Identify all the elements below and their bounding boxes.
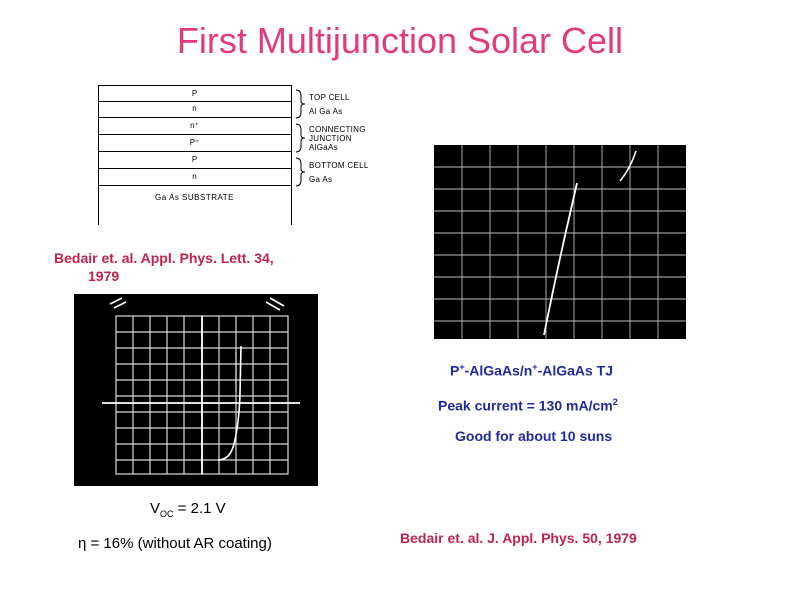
layer-n-bottom: n [98, 169, 291, 186]
open-circuit-voltage: VOC = 2.1 V [150, 500, 226, 519]
peak-current-label: Peak current = 130 mA/cm [438, 397, 613, 414]
peak-current-exponent: 2 [612, 397, 618, 407]
junction-material: AlGaAs [309, 143, 338, 152]
good-for-suns-text: Good for about 10 suns [455, 428, 613, 444]
top-cell-label: TOP CELL [309, 93, 350, 102]
tj-suffix: -AlGaAs TJ [537, 362, 614, 379]
bottom-cell-material: Ga As [309, 175, 333, 184]
slide-title: First Multijunction Solar Cell [176, 20, 624, 61]
voc-subscript: OC [160, 509, 174, 519]
brace-icon [295, 157, 306, 187]
tunnel-junction-label: P+-AlGaAs/n+-AlGaAs TJ [450, 362, 613, 379]
bottom-cell-label: BOTTOM CELL [309, 161, 369, 170]
left-edge-line [98, 85, 99, 225]
layer-p-bottom: P [98, 152, 291, 169]
layer-n-top: n [98, 101, 291, 118]
reference-1-line-1: Bedair et. al. Appl. Phys. Lett. 34, [54, 250, 274, 266]
oscilloscope-tunnel-junction-photo [434, 145, 686, 339]
tj-plus-1: + [459, 362, 465, 372]
reference-2: Bedair et. al. J. Appl. Phys. 50, 1979 [400, 530, 637, 546]
right-edge-line [291, 85, 292, 225]
layer-p-plus: P⁺ [98, 135, 291, 152]
tj-middle: -AlGaAs/n [464, 362, 533, 379]
brace-icon [295, 89, 306, 119]
junction-label-line2: JUNCTION [309, 134, 352, 143]
oscilloscope-trace-2 [434, 145, 686, 339]
voc-value: = 2.1 V [173, 500, 226, 517]
layer-structure-diagram: P n n⁺ P⁺ P n Ga As SUBSTRATE TOP CELL A… [95, 85, 395, 225]
substrate-label: Ga As SUBSTRATE [155, 193, 234, 202]
junction-label-line1: CONNECTING [309, 125, 366, 134]
peak-current-text: Peak current = 130 mA/cm2 [438, 397, 618, 414]
layer-p-top: P [98, 85, 291, 102]
layer-n-plus: n⁺ [98, 118, 291, 135]
tj-prefix: P [450, 362, 460, 379]
tj-plus-2: + [532, 362, 538, 372]
oscilloscope-iv-trace-photo [74, 294, 318, 486]
efficiency-text: η = 16% (without AR coating) [78, 535, 272, 552]
reference-1-line-2: 1979 [88, 268, 120, 284]
top-cell-material: Al Ga As [309, 107, 343, 116]
layer-stack: P n n⁺ P⁺ P n Ga As SUBSTRATE [95, 85, 292, 225]
oscilloscope-trace-1 [102, 297, 300, 475]
brace-icon [295, 123, 306, 153]
voc-symbol: V [150, 500, 161, 517]
